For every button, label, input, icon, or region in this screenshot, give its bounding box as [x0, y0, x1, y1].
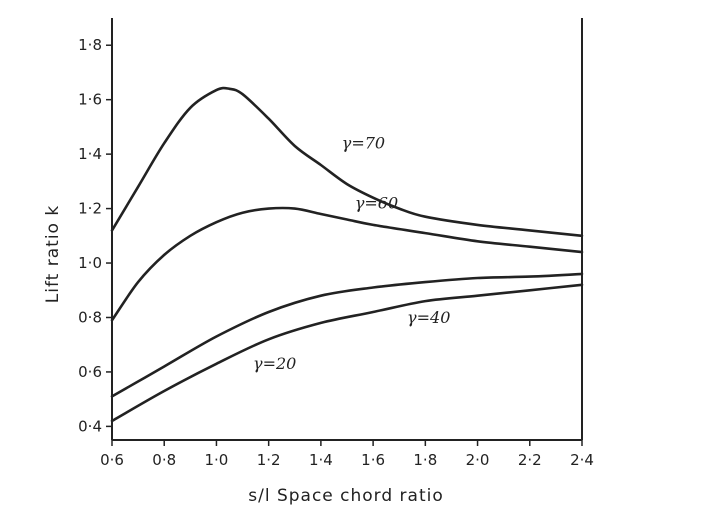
x-tick-label: 1·8 [413, 451, 437, 469]
x-tick-label: 0·6 [100, 451, 124, 469]
x-tick-label: 2·0 [466, 451, 490, 469]
y-tick-label: 0·6 [78, 363, 102, 381]
y-axis-title: Lift ratio k [43, 205, 63, 303]
x-tick-label: 2·2 [518, 451, 542, 469]
series-line-2 [110, 206, 584, 322]
series-line-1 [110, 86, 584, 238]
y-tick-label: 1·8 [78, 36, 102, 54]
x-ticks: 0·6 0·8 1·0 1·2 1·4 1·6 1·8 2·0 2·2 2·4 [100, 440, 594, 469]
y-tick-label: 1·2 [78, 200, 102, 218]
x-tick-label: 1·0 [205, 451, 229, 469]
y-tick-label: 1·6 [78, 91, 102, 109]
series-labels: γ=70 γ=60 γ=40 γ=20 [253, 134, 450, 374]
series-label: γ=20 [253, 354, 296, 373]
x-tick-label: 1·2 [257, 451, 281, 469]
y-tick-label: 0·8 [78, 308, 102, 326]
x-tick-label: 1·4 [309, 451, 333, 469]
series-line-4 [110, 283, 584, 423]
series-curves [110, 86, 584, 423]
series-line-3 [110, 272, 584, 398]
series-label: γ=40 [407, 308, 450, 327]
x-tick-label: 1·6 [361, 451, 385, 469]
x-axis-title: s/l Space chord ratio [248, 486, 444, 506]
y-tick-label: 1·4 [78, 145, 102, 163]
y-ticks: 0·4 0·6 0·8 1·0 1·2 1·4 1·6 1·8 [78, 36, 112, 435]
x-tick-label: 0·8 [152, 451, 176, 469]
series-label: γ=70 [342, 134, 385, 153]
y-tick-label: 0·4 [78, 417, 102, 435]
y-tick-label: 1·0 [78, 254, 102, 272]
x-tick-label: 2·4 [570, 451, 594, 469]
series-label: γ=60 [355, 194, 398, 213]
